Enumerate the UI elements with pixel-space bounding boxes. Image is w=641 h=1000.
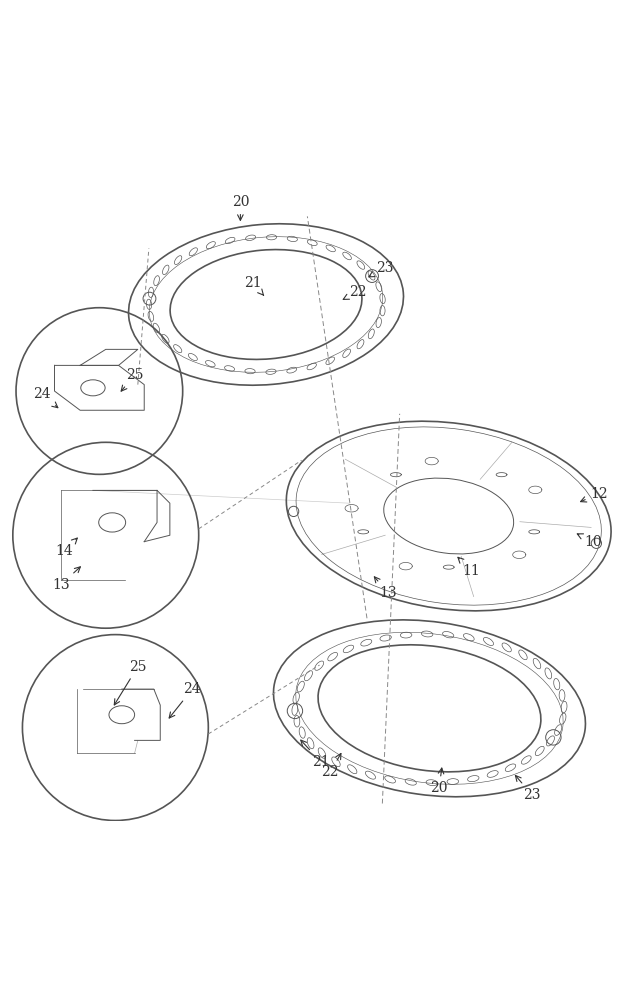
Text: 24: 24 [33,387,58,408]
Text: 22: 22 [321,753,341,779]
Text: 23: 23 [515,775,541,802]
Text: 21: 21 [301,740,329,769]
Text: 20: 20 [430,768,448,795]
Text: 22: 22 [343,285,367,299]
Text: 14: 14 [55,538,78,558]
Text: 23: 23 [369,261,394,277]
Text: 12: 12 [581,487,608,502]
Text: 13: 13 [374,577,397,600]
Text: 10: 10 [578,534,602,549]
Text: 11: 11 [458,557,480,578]
Text: 21: 21 [244,276,263,295]
Text: 13: 13 [52,567,80,592]
Text: 24: 24 [169,682,201,718]
Text: 25: 25 [121,368,144,391]
Text: 25: 25 [114,660,147,705]
Text: 20: 20 [231,195,249,220]
